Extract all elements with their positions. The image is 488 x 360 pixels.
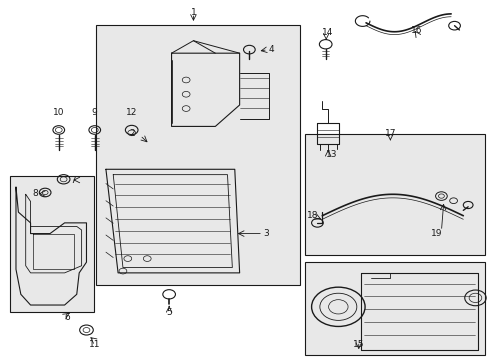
Text: 16: 16 <box>410 26 422 35</box>
Text: 17: 17 <box>384 129 395 138</box>
Bar <box>305 134 484 255</box>
Text: 1: 1 <box>190 8 196 17</box>
Text: 5: 5 <box>166 308 172 317</box>
Text: 7: 7 <box>70 176 76 185</box>
Text: 3: 3 <box>263 229 269 238</box>
Text: 10: 10 <box>53 108 64 117</box>
Text: 19: 19 <box>430 229 442 238</box>
Text: 2: 2 <box>129 129 134 138</box>
Bar <box>305 262 484 355</box>
Text: 4: 4 <box>268 45 273 54</box>
Bar <box>10 176 94 312</box>
Bar <box>96 24 300 285</box>
Text: 18: 18 <box>306 211 318 220</box>
Text: 11: 11 <box>89 340 101 349</box>
Text: 9: 9 <box>92 108 98 117</box>
Text: 12: 12 <box>126 108 137 117</box>
Text: 14: 14 <box>321 28 332 37</box>
Text: 15: 15 <box>352 340 364 349</box>
Text: 13: 13 <box>325 150 337 159</box>
Text: 6: 6 <box>64 313 70 322</box>
Text: 8: 8 <box>33 189 38 198</box>
